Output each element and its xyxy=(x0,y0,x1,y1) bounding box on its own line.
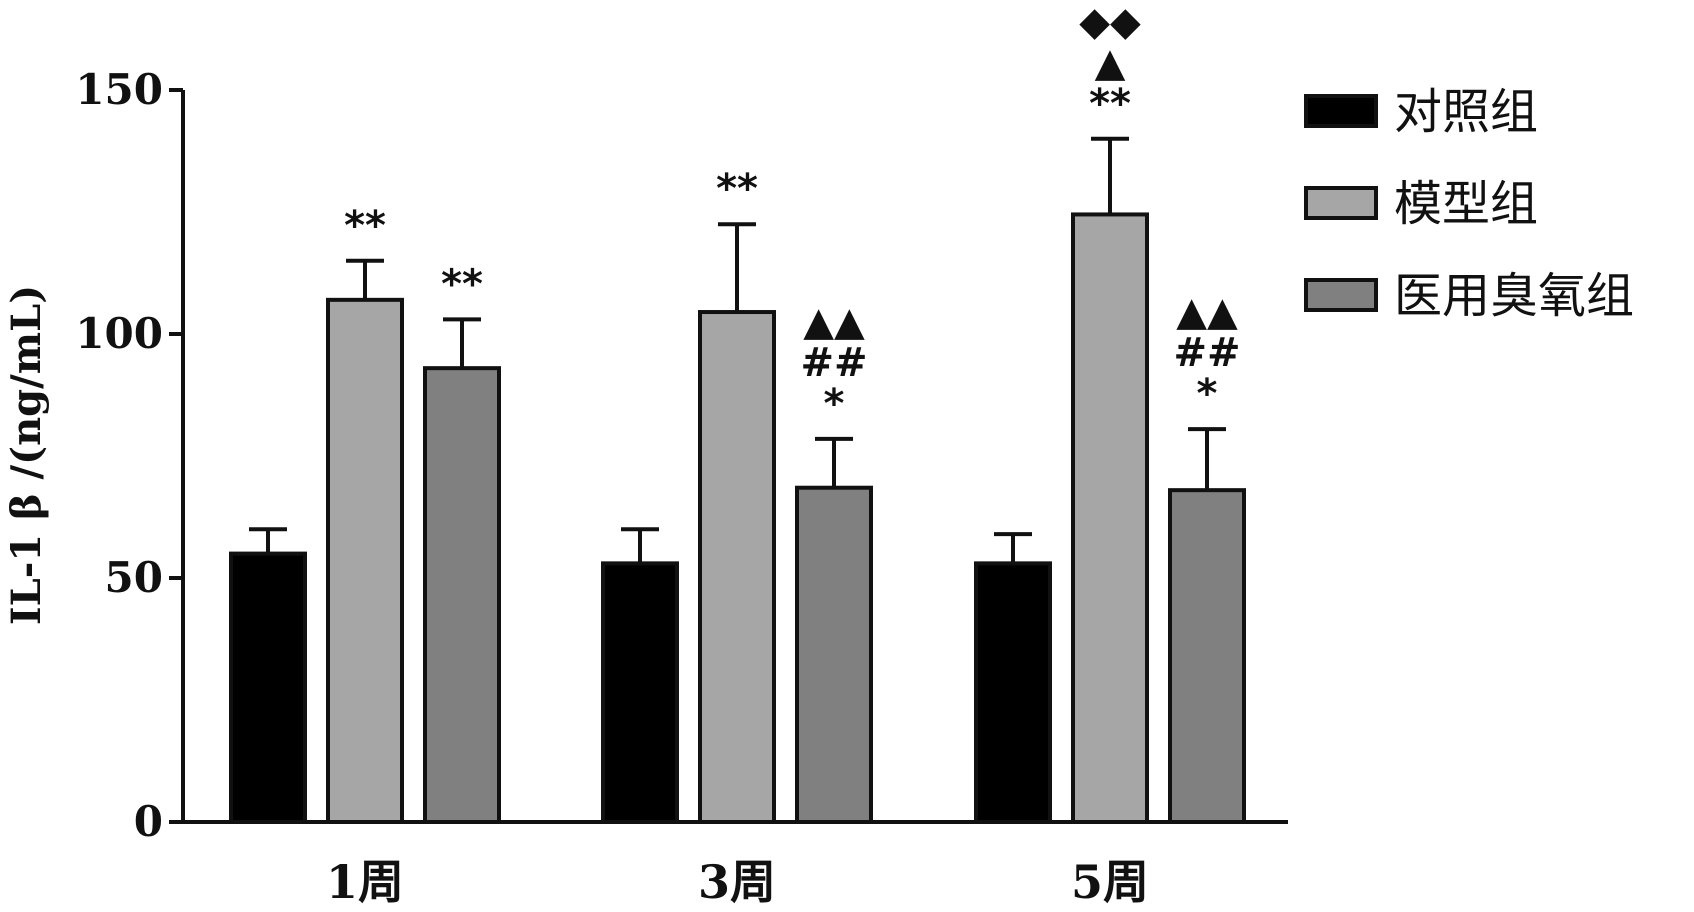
legend-item: 对照组 xyxy=(1304,84,1538,140)
y-tick-labels: 0 50 100 150 xyxy=(75,65,183,846)
error-bars xyxy=(249,136,1226,564)
x-tick-labels: 1周 3周 5周 xyxy=(326,855,1149,909)
error-bar xyxy=(1091,136,1129,215)
error-bar xyxy=(621,527,659,564)
legend-label: 医用臭氧组 xyxy=(1394,268,1634,324)
legend-item: 模型组 xyxy=(1304,176,1538,232)
y-tick-label: 0 xyxy=(134,797,163,846)
x-tick-label: 3周 xyxy=(698,855,776,909)
legend-swatch xyxy=(1304,278,1378,312)
error-bar xyxy=(249,527,287,554)
legend-swatch xyxy=(1304,94,1378,128)
bar xyxy=(1168,488,1246,824)
error-bar xyxy=(994,532,1032,564)
x-tick-label: 5周 xyxy=(1071,855,1149,909)
bar xyxy=(423,366,501,824)
bar xyxy=(974,561,1052,824)
legend-label: 对照组 xyxy=(1394,84,1538,140)
bar xyxy=(795,485,873,824)
significance-mark: ▲ xyxy=(1095,40,1126,86)
y-tick-label: 150 xyxy=(75,65,163,114)
significance-mark: ** xyxy=(441,261,483,307)
y-axis-label: IL-1 β /(ng/mL) xyxy=(3,285,50,625)
error-bar xyxy=(718,222,756,313)
bar xyxy=(229,551,307,824)
bar xyxy=(601,561,679,824)
significance-annotations: ******▲◆◆***##▲▲*##▲▲ xyxy=(344,0,1240,427)
bars xyxy=(229,212,1246,824)
significance-mark: ** xyxy=(344,203,386,249)
significance-mark: ## xyxy=(800,340,867,386)
significance-mark: ** xyxy=(1089,81,1131,127)
bar xyxy=(698,310,776,824)
bar xyxy=(1071,212,1149,824)
legend-swatch xyxy=(1304,186,1378,220)
error-bar xyxy=(443,317,481,369)
significance-mark: ## xyxy=(1173,330,1240,376)
bar xyxy=(326,297,404,824)
error-bar xyxy=(815,436,853,488)
error-bar xyxy=(346,258,384,300)
x-tick-label: 1周 xyxy=(326,855,404,909)
significance-mark: * xyxy=(1197,371,1218,417)
significance-mark: ** xyxy=(716,166,758,212)
significance-mark: ▲▲ xyxy=(1176,289,1238,335)
y-tick-label: 50 xyxy=(105,553,163,602)
legend-label: 模型组 xyxy=(1394,176,1538,232)
error-bar xyxy=(1188,427,1226,491)
legend-item: 医用臭氧组 xyxy=(1304,268,1634,324)
significance-mark: ▲▲ xyxy=(803,299,865,345)
significance-mark: ◆◆ xyxy=(1079,0,1141,45)
y-tick-label: 100 xyxy=(75,309,163,358)
significance-mark: * xyxy=(824,381,845,427)
